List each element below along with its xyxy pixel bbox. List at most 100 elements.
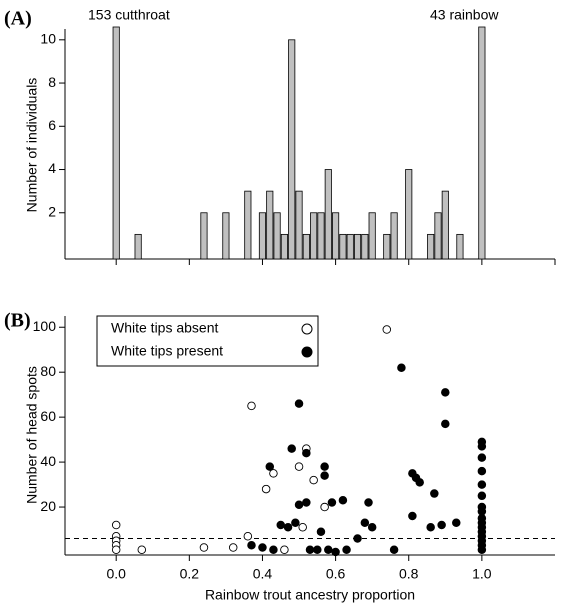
bar	[244, 190, 252, 260]
point	[477, 480, 487, 489]
point	[397, 363, 406, 372]
y-tick-label: 60	[40, 408, 56, 424]
point	[247, 541, 256, 550]
x-tick-label: 0.4	[253, 566, 273, 582]
point	[309, 475, 318, 485]
point	[367, 523, 377, 532]
point	[305, 545, 315, 555]
bar	[390, 212, 398, 260]
point	[415, 478, 424, 487]
point	[137, 545, 147, 555]
legend-label: White tips absent	[111, 320, 218, 336]
point	[342, 545, 351, 555]
point	[291, 518, 300, 528]
x-axis-label: Rainbow trout ancestry proportion	[205, 587, 415, 603]
bar	[332, 212, 340, 260]
legend	[96, 315, 319, 367]
y-tick-label: 20	[40, 498, 56, 514]
x-tick-label: 0.8	[399, 566, 419, 582]
point	[269, 545, 278, 555]
bar	[353, 233, 362, 260]
bar	[112, 26, 120, 260]
y-tick-label: 80	[40, 363, 56, 379]
point	[353, 534, 362, 543]
point	[430, 489, 439, 498]
legend-label: White tips present	[111, 343, 223, 359]
point	[360, 518, 370, 528]
point	[477, 453, 487, 462]
legend-marker	[301, 346, 313, 358]
point	[437, 520, 446, 530]
bar	[368, 212, 376, 260]
bar	[266, 190, 274, 260]
point	[111, 520, 121, 530]
y-axis-label: Number of individuals	[24, 78, 40, 213]
y-tick-label: 40	[40, 453, 56, 469]
bar	[324, 169, 332, 260]
panel-label: (B)	[4, 310, 31, 332]
point	[243, 532, 253, 541]
point	[294, 500, 304, 510]
point	[389, 545, 399, 555]
bar	[434, 212, 442, 260]
point	[261, 484, 271, 494]
point	[313, 545, 322, 555]
point	[452, 518, 461, 528]
bar	[273, 212, 281, 260]
bar	[441, 190, 449, 260]
point	[477, 491, 487, 501]
bar	[317, 212, 325, 260]
y-tick-label: 2	[48, 203, 56, 219]
point	[228, 543, 238, 552]
point	[320, 471, 329, 480]
point	[477, 545, 487, 555]
x-tick-label: 0.2	[180, 566, 200, 582]
point	[280, 545, 289, 555]
point	[320, 502, 329, 512]
bar	[339, 233, 347, 260]
point	[111, 545, 121, 555]
y-tick-label: 8	[48, 74, 56, 90]
point	[294, 399, 304, 408]
point	[331, 547, 340, 557]
bar	[456, 233, 464, 260]
point	[294, 462, 304, 471]
point	[426, 523, 435, 532]
point	[338, 496, 348, 505]
x-tick-label: 0.6	[326, 566, 346, 582]
y-tick-label: 6	[48, 117, 56, 133]
x-tick-label: 1.0	[472, 566, 492, 582]
point	[324, 545, 333, 555]
point	[287, 444, 296, 453]
bar	[200, 212, 208, 260]
y-tick-label: 100	[33, 318, 57, 334]
point	[408, 511, 417, 521]
bar	[295, 190, 303, 260]
point	[302, 498, 311, 507]
bar	[258, 212, 267, 260]
bar	[134, 233, 142, 260]
point	[269, 469, 278, 478]
point	[283, 523, 293, 532]
bar	[280, 233, 288, 260]
point	[441, 419, 450, 429]
point	[302, 448, 311, 458]
point	[316, 527, 326, 537]
bar	[478, 26, 486, 260]
bar	[346, 233, 354, 260]
bar	[310, 212, 318, 260]
bar	[302, 233, 310, 260]
point	[327, 498, 337, 507]
legend-marker	[301, 323, 313, 335]
panel-label: (A)	[4, 8, 32, 30]
y-tick-label: 10	[40, 31, 56, 47]
point	[364, 498, 373, 507]
point	[247, 401, 256, 411]
bar	[361, 233, 369, 260]
annotation: 43 rainbow	[430, 7, 499, 23]
point	[199, 543, 209, 552]
point	[258, 543, 267, 552]
bar	[383, 233, 391, 260]
bar	[222, 212, 230, 260]
